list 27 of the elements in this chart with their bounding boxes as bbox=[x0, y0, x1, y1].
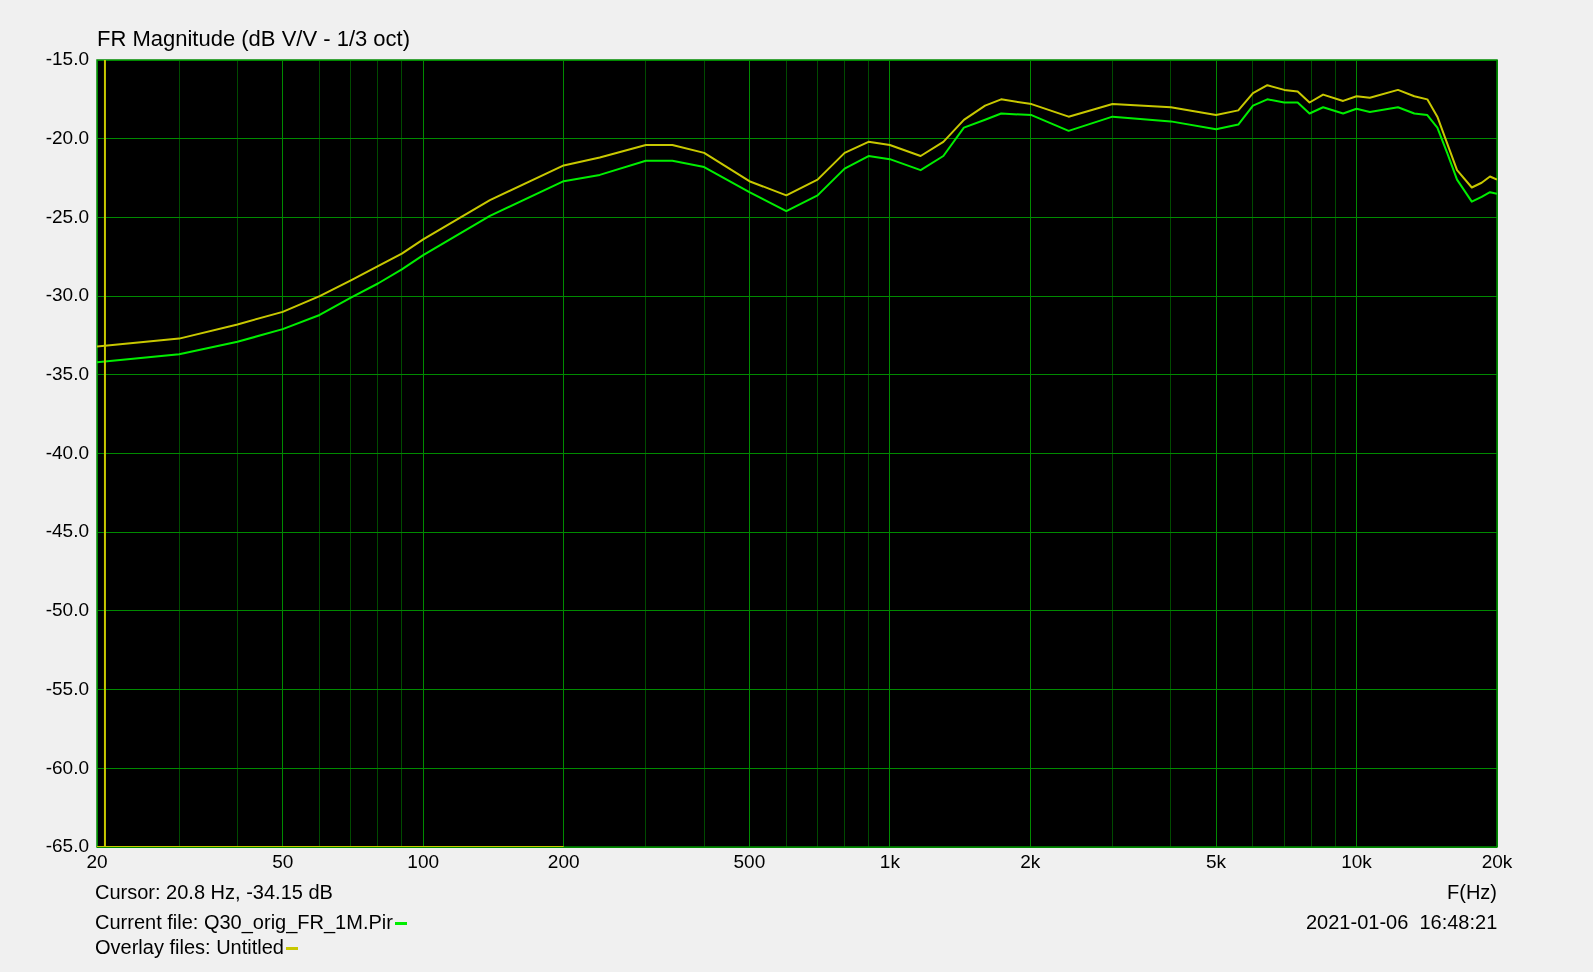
x-tick-label: 5k bbox=[1206, 850, 1227, 872]
y-tick-label: -30.0 bbox=[45, 284, 89, 306]
text: Cursor: 20.8 Hz, -34.15 dB bbox=[95, 881, 333, 904]
legend-label: Current file: Q30_orig_FR_1M.Pir bbox=[95, 911, 394, 934]
x-tick-label: 20k bbox=[1481, 850, 1513, 872]
y-tick-label: -55.0 bbox=[45, 677, 89, 699]
x-axis-title: F(Hz) bbox=[1447, 881, 1497, 904]
y-tick-label: -40.0 bbox=[45, 441, 89, 463]
x-tick-label: 200 bbox=[547, 850, 580, 872]
x-tick-label: 100 bbox=[407, 850, 440, 872]
y-tick-label: -15.0 bbox=[45, 48, 89, 70]
x-tick-label: 500 bbox=[733, 850, 766, 872]
x-tick-label: 2k bbox=[1020, 850, 1041, 872]
x-tick-label: 10k bbox=[1341, 850, 1373, 872]
x-tick-label: 50 bbox=[272, 850, 294, 872]
y-tick-label: -65.0 bbox=[45, 835, 89, 857]
x-tick-label: 20 bbox=[86, 850, 108, 872]
y-tick-label: -35.0 bbox=[45, 363, 89, 385]
y-tick-label: -20.0 bbox=[45, 126, 89, 148]
y-tick-label: -60.0 bbox=[45, 756, 89, 778]
y-tick-label: -50.0 bbox=[45, 599, 89, 621]
x-tick-label: 1k bbox=[879, 850, 901, 872]
legend-label: Overlay files: Untitled bbox=[95, 936, 285, 959]
y-tick-label: -25.0 bbox=[45, 205, 89, 227]
y-tick-label: -45.0 bbox=[45, 520, 89, 542]
text: 2021-01-06 16:48:21 bbox=[1306, 911, 1498, 934]
chart-title: FR Magnitude (dB V/V - 1/3 oct) bbox=[97, 26, 411, 52]
